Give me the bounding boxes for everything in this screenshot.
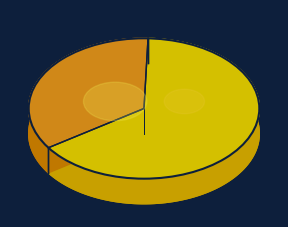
Polygon shape [48, 109, 144, 173]
Polygon shape [48, 109, 144, 173]
Ellipse shape [20, 30, 268, 188]
Polygon shape [144, 38, 148, 133]
Polygon shape [29, 38, 148, 173]
Ellipse shape [164, 89, 204, 114]
Polygon shape [20, 30, 268, 212]
Polygon shape [48, 38, 259, 204]
Ellipse shape [84, 82, 147, 121]
Ellipse shape [20, 54, 268, 212]
Polygon shape [29, 38, 148, 173]
Polygon shape [29, 38, 148, 148]
Polygon shape [48, 38, 259, 204]
Polygon shape [144, 38, 148, 133]
Polygon shape [48, 38, 259, 179]
